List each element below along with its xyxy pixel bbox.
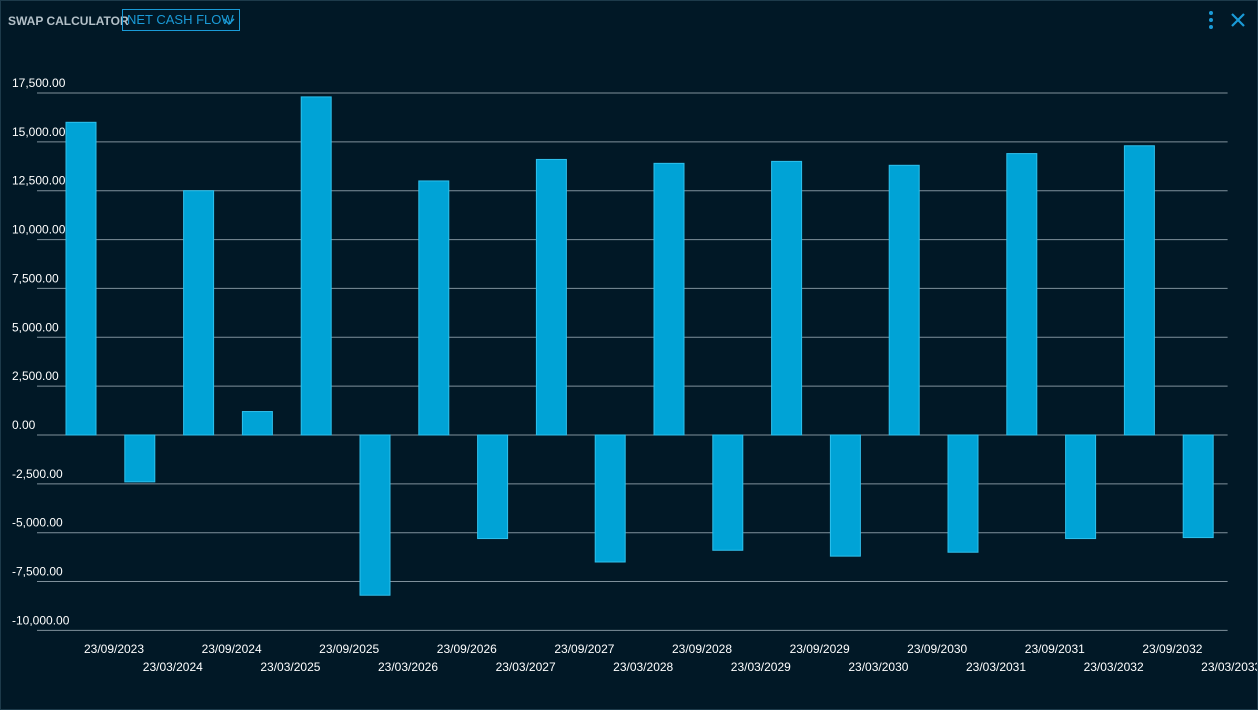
- bar: [1065, 434, 1097, 540]
- y-tick-label: -5,000.00: [12, 516, 63, 530]
- y-tick-label: 17,500.00: [12, 76, 66, 90]
- y-tick-label: -2,500.00: [12, 467, 63, 481]
- y-tick-label: 10,000.00: [12, 223, 66, 237]
- x-tick-label: 23/03/2028: [613, 660, 673, 674]
- x-tick-label: 23/03/2032: [1084, 660, 1144, 674]
- x-tick-label: 23/09/2024: [202, 642, 262, 656]
- toolbar-icons: [1209, 11, 1245, 29]
- x-tick-label: 23/09/2031: [1025, 642, 1085, 656]
- bar: [1006, 153, 1038, 436]
- bar: [65, 121, 97, 436]
- bar: [1182, 434, 1214, 539]
- bar: [594, 434, 626, 563]
- bar: [300, 96, 332, 436]
- x-tick-label: 23/09/2027: [554, 642, 614, 656]
- x-tick-label: 23/03/2029: [731, 660, 791, 674]
- chevron: [223, 18, 235, 26]
- y-tick-label: 15,000.00: [12, 125, 66, 139]
- bar: [829, 434, 861, 557]
- x-tick-label: 23/09/2028: [672, 642, 732, 656]
- x-tick-label: 23/03/2026: [378, 660, 438, 674]
- x-tick-label: 23/09/2025: [319, 642, 379, 656]
- bar: [535, 158, 567, 436]
- x-tick-label: 23/09/2026: [437, 642, 497, 656]
- x-tick-label: 23/09/2030: [907, 642, 967, 656]
- x-tick-label: 23/03/2033: [1201, 660, 1257, 674]
- bar: [359, 434, 391, 596]
- y-tick-label: 12,500.00: [12, 174, 66, 188]
- bar: [888, 164, 920, 436]
- y-tick-label: 2,500.00: [12, 369, 59, 383]
- x-tick-label: 23/03/2030: [848, 660, 908, 674]
- x-tick-label: 23/03/2027: [496, 660, 556, 674]
- bar: [183, 190, 215, 436]
- bar: [712, 434, 744, 551]
- bar: [947, 434, 979, 553]
- x-tick-label: 23/03/2031: [966, 660, 1026, 674]
- x-tick-label: 23/03/2024: [143, 660, 203, 674]
- y-tick-label: 7,500.00: [12, 271, 59, 285]
- dropdown-label: NET CASH FLOW: [127, 12, 234, 27]
- bar: [477, 434, 509, 540]
- bar: [771, 160, 803, 436]
- bar: [124, 434, 156, 483]
- y-tick-label: -7,500.00: [12, 565, 63, 579]
- y-tick-label: 5,000.00: [12, 320, 59, 334]
- x-tick-label: 23/09/2032: [1142, 642, 1202, 656]
- bar: [1123, 145, 1155, 436]
- panel-title: SWAP CALCULATOR: [8, 14, 129, 28]
- y-tick-label: -10,000.00: [12, 613, 70, 627]
- x-tick-label: 23/03/2025: [260, 660, 320, 674]
- x-tick-label: 23/09/2023: [84, 642, 144, 656]
- bar: [418, 180, 450, 436]
- bar: [241, 411, 273, 436]
- y-tick-label: 0.00: [12, 418, 36, 432]
- x-tick-label: 23/09/2029: [790, 642, 850, 656]
- bar: [653, 162, 685, 436]
- dropdown[interactable]: NET CASH FLOW: [122, 9, 240, 31]
- close-icon[interactable]: [1231, 13, 1245, 27]
- menu-icon[interactable]: [1209, 11, 1213, 29]
